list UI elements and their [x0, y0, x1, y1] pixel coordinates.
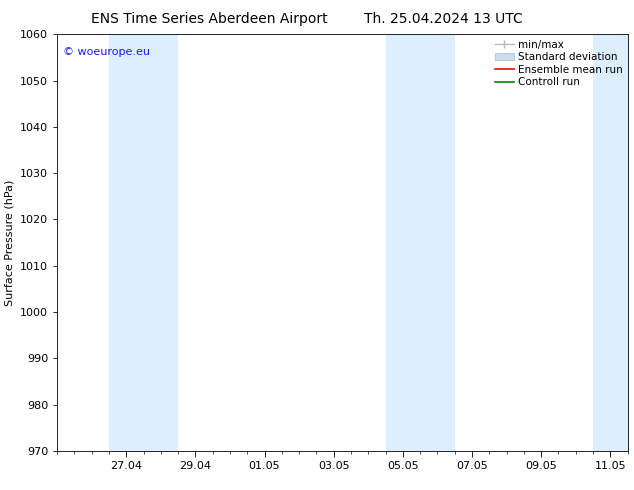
Text: ENS Time Series Aberdeen Airport: ENS Time Series Aberdeen Airport [91, 12, 328, 26]
Legend: min/max, Standard deviation, Ensemble mean run, Controll run: min/max, Standard deviation, Ensemble me… [493, 37, 624, 89]
Bar [385, 34, 455, 451]
Bar [593, 34, 628, 451]
Text: Th. 25.04.2024 13 UTC: Th. 25.04.2024 13 UTC [365, 12, 523, 26]
Text: © woeurope.eu: © woeurope.eu [63, 47, 150, 57]
Y-axis label: Surface Pressure (hPa): Surface Pressure (hPa) [4, 179, 15, 306]
Bar [109, 34, 178, 451]
